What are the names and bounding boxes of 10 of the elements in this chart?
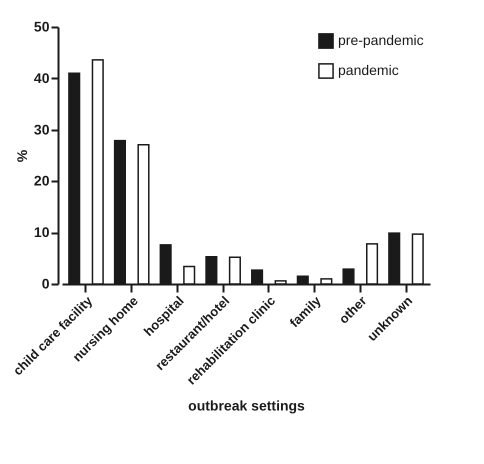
- legend-label: pandemic: [338, 62, 399, 78]
- y-tick-label: 0: [42, 276, 50, 292]
- y-axis-title: %: [14, 149, 30, 162]
- y-tick-label: 30: [34, 121, 50, 138]
- legend-label: pre-pandemic: [338, 32, 424, 48]
- y-tick-label: 10: [34, 224, 50, 240]
- x-axis-title: outbreak settings: [188, 397, 306, 414]
- y-tick-label: 40: [34, 70, 50, 86]
- y-tick-label: 50: [34, 18, 50, 34]
- y-tick-label: 20: [34, 172, 50, 189]
